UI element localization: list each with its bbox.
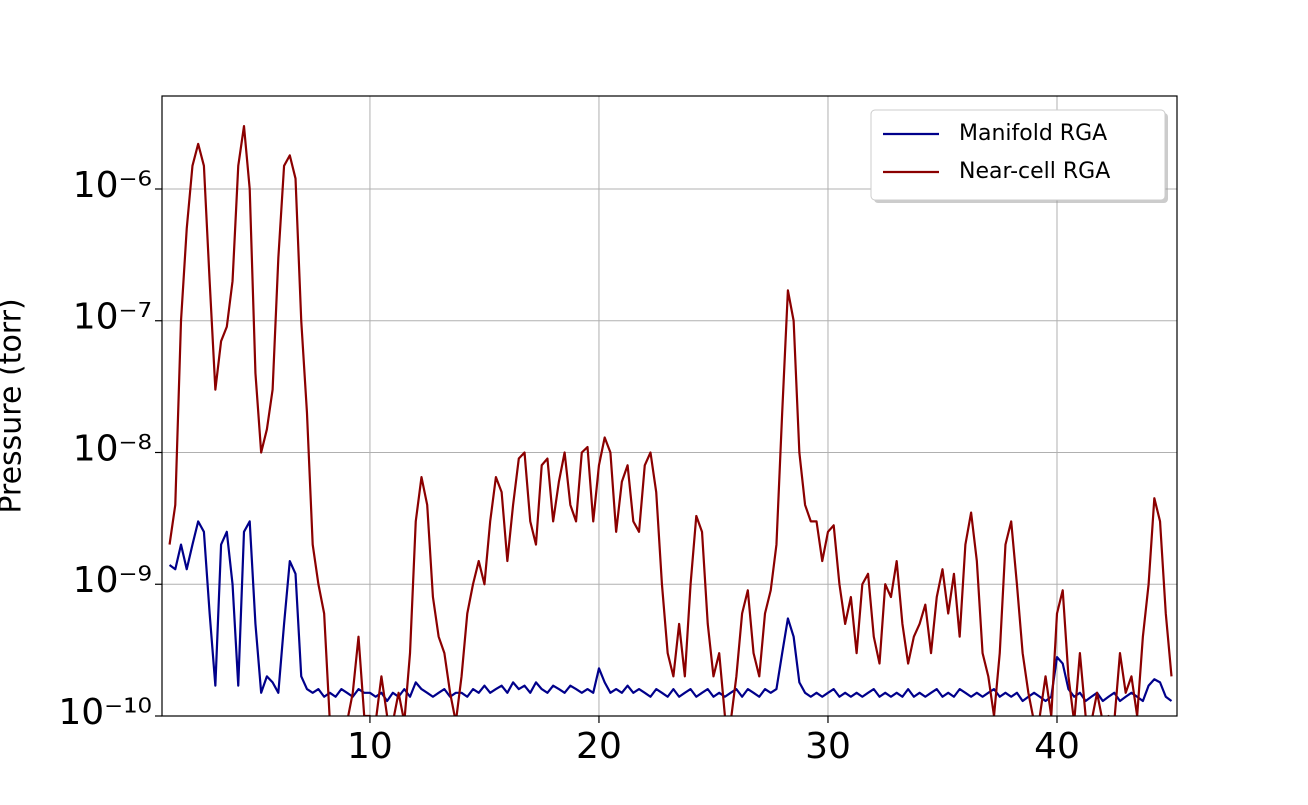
x-tick-label: 20 [576, 726, 622, 767]
legend: Manifold RGA Near-cell RGA [870, 109, 1168, 203]
y-axis-label: Pressure (torr) [0, 298, 29, 513]
data-line [168, 520, 1173, 703]
y-tick-label: 10⁻¹⁰ [58, 692, 152, 733]
x-tick-label: 30 [805, 726, 851, 767]
legend-label: Manifold RGA [959, 121, 1107, 146]
plot-lines [168, 125, 1173, 716]
x-tick-label: 10 [347, 726, 393, 767]
x-tick-label: 40 [1034, 726, 1080, 767]
y-tick-label: 10⁻⁸ [73, 428, 152, 469]
plot-frame [161, 95, 1178, 717]
y-tick-label: 10⁻⁷ [73, 297, 152, 338]
legend-box [870, 109, 1166, 201]
y-tick-label: 10⁻⁶ [73, 165, 152, 206]
y-tick-label: 10⁻⁹ [73, 560, 152, 601]
legend-label: Near-cell RGA [959, 159, 1110, 184]
data-line [168, 125, 1173, 716]
axes: 10 20 30 40 10⁻¹⁰ 10⁻⁹ 10⁻⁸ 10⁻⁷ 10⁻⁶ [58, 165, 1080, 767]
